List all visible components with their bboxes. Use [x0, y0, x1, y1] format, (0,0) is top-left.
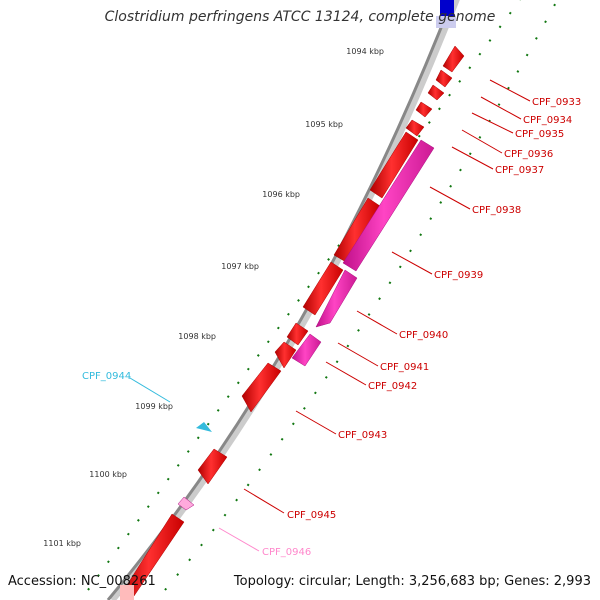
- leader-cpf-0946: [218, 527, 260, 552]
- gene-arrow-cpf-0943: [241, 362, 282, 413]
- backbone-shadow: [109, 0, 460, 600]
- gene-label: CPF_0943: [338, 430, 387, 441]
- leader-cpf-0945: [243, 488, 285, 514]
- leader-cpf-0942: [325, 361, 367, 386]
- gene-label: CPF_0941: [380, 362, 429, 373]
- gene-label: CPF_0942: [368, 381, 417, 392]
- gene-arrow-cpf-0934: [435, 69, 453, 88]
- topology-text: Topology: circular; Length: 3,256,683 bp…: [233, 574, 591, 589]
- accession-text: Accession: NC_008261: [8, 574, 156, 589]
- gene-label: CPF_0944: [82, 371, 131, 382]
- leader-cpf-0935: [471, 112, 514, 134]
- gene-arrows-forward: [119, 45, 465, 597]
- gene-label: CPF_0938: [472, 205, 521, 216]
- tick-label: 1101 kbp: [43, 539, 81, 548]
- gene-label: CPF_0945: [287, 510, 336, 521]
- gene-arrow-cpf-0938-rev: [342, 139, 435, 272]
- tick-labels: 1094 kbp 1095 kbp 1096 kbp 1097 kbp 1098…: [43, 47, 384, 548]
- gene-label: CPF_0934: [523, 115, 572, 126]
- tick-label: 1098 kbp: [178, 332, 216, 341]
- genome-title: Clostridium perfringens ATCC 13124, comp…: [104, 9, 496, 25]
- tick-label: 1097 kbp: [221, 262, 259, 271]
- gene-arrow-cpf-0938: [369, 131, 419, 199]
- top-feature-shadow: [436, 16, 456, 28]
- top-feature: [440, 0, 454, 16]
- leader-cpf-0936: [461, 129, 503, 154]
- gene-arrow-cpf-0940: [286, 322, 309, 346]
- gene-arrow-cpf-0936: [415, 101, 433, 118]
- gene-bottom-shadow: [120, 585, 134, 600]
- gene-label: CPF_0940: [399, 330, 448, 341]
- inner-dotted-ring: [164, 0, 559, 591]
- tick-label: 1099 kbp: [135, 402, 173, 411]
- gene-label: CPF_0935: [515, 129, 564, 140]
- leader-cpf-0944: [129, 377, 171, 403]
- gene-arrow-cpf-0942-rev: [291, 333, 322, 367]
- gene-arrow-cpf-0941: [274, 341, 297, 369]
- gene-arrow-cpf-0939b: [302, 261, 344, 316]
- leader-cpf-0933: [489, 79, 531, 102]
- gene-arrow-cpf-0946-rev: [177, 496, 195, 511]
- tick-label: 1100 kbp: [89, 470, 127, 479]
- tick-label: 1096 kbp: [262, 190, 300, 199]
- gene-label: CPF_0933: [532, 97, 581, 108]
- leader-cpf-0937: [451, 146, 494, 170]
- gene-label: CPF_0936: [504, 149, 553, 160]
- tick-label: 1095 kbp: [305, 120, 343, 129]
- leader-cpf-0940: [356, 310, 398, 335]
- gene-arrows-reverse: [177, 139, 435, 511]
- gene-label: CPF_0939: [434, 270, 483, 281]
- leader-cpf-0943: [295, 410, 337, 435]
- leader-cpf-0941: [337, 342, 379, 367]
- leader-cpf-0939: [391, 251, 433, 275]
- leader-cpf-0934: [480, 96, 522, 120]
- gene-label: CPF_0937: [495, 165, 544, 176]
- leader-lines: [243, 79, 531, 514]
- gene-arrow-cpf-0944: [196, 422, 212, 432]
- gene-arrow-cpf-0939-rev: [315, 269, 358, 328]
- leader-cpf-0938: [429, 186, 471, 210]
- gene-arrow-cpf-0945: [197, 448, 228, 485]
- gene-label: CPF_0946: [262, 547, 311, 558]
- backbone: [106, 0, 454, 600]
- gene-labels: CPF_0933 CPF_0934 CPF_0935 CPF_0936 CPF_…: [82, 97, 581, 558]
- outer-dotted-ring: [87, 0, 521, 591]
- gene-arrow-cpf-0935: [427, 84, 445, 101]
- tick-label: 1094 kbp: [346, 47, 384, 56]
- gene-arrow-cpf-0933: [442, 45, 465, 73]
- gene-arrow-cpf-0937: [405, 119, 425, 137]
